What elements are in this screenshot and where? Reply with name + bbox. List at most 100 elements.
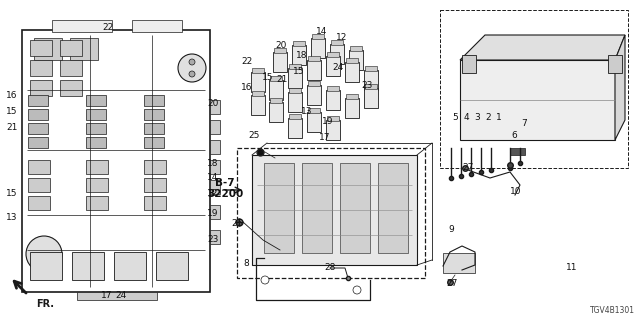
Bar: [210, 120, 220, 134]
Text: 27: 27: [462, 163, 474, 172]
Text: 16: 16: [6, 92, 18, 100]
Bar: [22, 30, 210, 292]
Bar: [210, 205, 220, 219]
Bar: [28, 95, 48, 106]
Bar: [70, 38, 98, 60]
Bar: [311, 38, 325, 58]
Text: 20: 20: [275, 41, 287, 50]
Bar: [144, 178, 166, 192]
Text: 13: 13: [6, 212, 18, 221]
Bar: [30, 80, 52, 96]
Bar: [289, 64, 301, 69]
Bar: [307, 60, 321, 80]
Text: 21: 21: [6, 124, 18, 132]
Text: 11: 11: [566, 263, 578, 273]
Bar: [270, 98, 282, 103]
Bar: [114, 252, 146, 280]
Bar: [326, 90, 340, 110]
Text: 24: 24: [115, 292, 127, 300]
Text: 25: 25: [248, 132, 260, 140]
Text: 9: 9: [448, 226, 454, 235]
Bar: [292, 45, 306, 65]
Circle shape: [353, 286, 361, 294]
Bar: [289, 88, 301, 93]
Circle shape: [189, 71, 195, 77]
Bar: [251, 95, 265, 115]
Bar: [608, 55, 622, 73]
Bar: [86, 109, 106, 120]
Bar: [28, 137, 48, 148]
Bar: [144, 123, 164, 134]
Bar: [288, 68, 302, 88]
Bar: [331, 40, 343, 45]
Bar: [252, 155, 417, 265]
Bar: [364, 70, 378, 90]
Bar: [210, 160, 220, 174]
Bar: [326, 120, 340, 140]
Bar: [440, 10, 628, 168]
Text: 13: 13: [301, 108, 313, 116]
Polygon shape: [615, 35, 625, 140]
Bar: [210, 230, 220, 244]
Bar: [289, 114, 301, 119]
Bar: [273, 52, 287, 72]
Text: 12: 12: [207, 188, 219, 197]
Text: 26: 26: [231, 220, 243, 228]
Bar: [30, 40, 52, 56]
Circle shape: [261, 276, 269, 284]
Bar: [443, 253, 475, 273]
Bar: [252, 68, 264, 73]
Bar: [144, 160, 166, 174]
Bar: [345, 98, 359, 118]
Polygon shape: [460, 35, 625, 60]
Text: 8: 8: [243, 259, 249, 268]
Bar: [86, 178, 108, 192]
Bar: [302, 163, 332, 253]
Bar: [252, 91, 264, 96]
Circle shape: [178, 54, 206, 82]
Text: 17: 17: [101, 292, 113, 300]
Text: 14: 14: [207, 173, 219, 182]
Bar: [346, 94, 358, 99]
Text: 27: 27: [446, 279, 458, 289]
Text: 4: 4: [463, 114, 469, 123]
Bar: [308, 81, 320, 86]
Bar: [144, 196, 166, 210]
Text: 5: 5: [452, 114, 458, 123]
Text: 7: 7: [521, 119, 527, 129]
Text: 20: 20: [207, 100, 219, 108]
Text: 2: 2: [485, 114, 491, 123]
Bar: [237, 148, 425, 278]
Bar: [274, 48, 286, 53]
Bar: [210, 180, 220, 194]
Text: 15: 15: [262, 74, 274, 83]
Bar: [460, 60, 615, 140]
Bar: [269, 102, 283, 122]
Text: 22: 22: [241, 58, 253, 67]
Bar: [293, 41, 305, 46]
Bar: [270, 76, 282, 81]
Bar: [144, 137, 164, 148]
Bar: [308, 108, 320, 113]
Bar: [86, 123, 106, 134]
Bar: [77, 292, 157, 300]
Text: 15: 15: [6, 108, 18, 116]
Text: 18: 18: [207, 158, 219, 167]
Bar: [346, 58, 358, 63]
Bar: [350, 46, 362, 51]
Bar: [30, 60, 52, 76]
Bar: [264, 163, 294, 253]
Bar: [28, 196, 50, 210]
Bar: [365, 84, 377, 89]
Bar: [60, 40, 82, 56]
Bar: [60, 80, 82, 96]
Bar: [86, 95, 106, 106]
Bar: [72, 252, 104, 280]
Bar: [86, 137, 106, 148]
Text: TGV4B1301: TGV4B1301: [590, 306, 635, 315]
Bar: [52, 20, 112, 32]
Bar: [327, 52, 339, 57]
Bar: [269, 80, 283, 100]
Bar: [60, 60, 82, 76]
Bar: [210, 140, 220, 154]
